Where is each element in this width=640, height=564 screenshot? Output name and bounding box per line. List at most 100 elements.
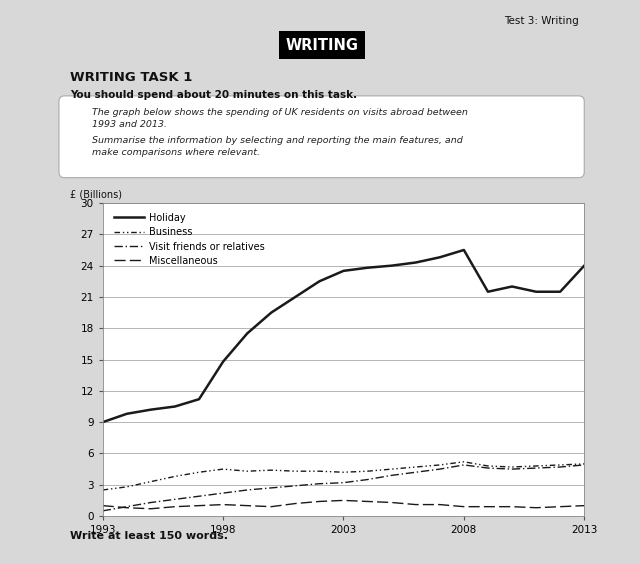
Business <box>340 469 348 475</box>
Holiday <box>171 403 179 410</box>
Business <box>364 468 371 474</box>
Business <box>532 462 540 469</box>
Holiday <box>532 288 540 295</box>
Holiday <box>243 330 251 337</box>
Visit friends or relatives <box>484 465 492 472</box>
Text: make comparisons where relevant.: make comparisons where relevant. <box>92 148 260 157</box>
Visit friends or relatives <box>580 461 588 468</box>
Holiday <box>436 254 444 261</box>
Business <box>243 468 251 474</box>
Holiday <box>388 262 396 269</box>
Miscellaneous <box>220 501 227 508</box>
Miscellaneous <box>460 503 468 510</box>
Business <box>316 468 323 474</box>
Miscellaneous <box>508 503 516 510</box>
Holiday <box>220 358 227 365</box>
Visit friends or relatives <box>99 508 107 514</box>
Visit friends or relatives <box>243 487 251 494</box>
Visit friends or relatives <box>436 466 444 473</box>
Holiday <box>268 309 275 316</box>
Text: WRITING: WRITING <box>285 38 358 52</box>
Holiday <box>195 396 203 403</box>
Business <box>268 467 275 474</box>
Visit friends or relatives <box>532 465 540 472</box>
Miscellaneous <box>243 502 251 509</box>
Business <box>436 461 444 468</box>
Miscellaneous <box>340 497 348 504</box>
Business <box>556 461 564 468</box>
Miscellaneous <box>532 504 540 511</box>
Text: Write at least 150 words.: Write at least 150 words. <box>70 531 228 541</box>
Line: Visit friends or relatives: Visit friends or relatives <box>103 465 584 511</box>
Miscellaneous <box>147 505 155 512</box>
Text: Test 3: Writing: Test 3: Writing <box>504 16 579 26</box>
Visit friends or relatives <box>268 484 275 491</box>
Visit friends or relatives <box>220 490 227 496</box>
Visit friends or relatives <box>123 503 131 510</box>
Holiday <box>580 262 588 269</box>
Visit friends or relatives <box>147 499 155 506</box>
Text: £ (Billions): £ (Billions) <box>70 190 122 200</box>
Visit friends or relatives <box>364 476 371 483</box>
Visit friends or relatives <box>508 466 516 473</box>
Business <box>484 462 492 469</box>
Visit friends or relatives <box>388 472 396 479</box>
Line: Holiday: Holiday <box>103 250 584 422</box>
Miscellaneous <box>412 501 420 508</box>
Business <box>171 473 179 480</box>
Business <box>291 468 299 474</box>
FancyBboxPatch shape <box>59 96 584 178</box>
Text: 1993 and 2013.: 1993 and 2013. <box>92 120 166 129</box>
Business <box>580 460 588 467</box>
Business <box>147 478 155 485</box>
Miscellaneous <box>556 503 564 510</box>
Miscellaneous <box>484 503 492 510</box>
Text: The graph below shows the spending of UK residents on visits abroad between: The graph below shows the spending of UK… <box>92 108 468 117</box>
Miscellaneous <box>195 502 203 509</box>
Visit friends or relatives <box>171 496 179 503</box>
Legend: Holiday, Business, Visit friends or relatives, Miscellaneous: Holiday, Business, Visit friends or rela… <box>113 211 267 268</box>
Miscellaneous <box>99 502 107 509</box>
Miscellaneous <box>268 503 275 510</box>
Miscellaneous <box>171 503 179 510</box>
Visit friends or relatives <box>340 479 348 486</box>
Visit friends or relatives <box>412 469 420 475</box>
Holiday <box>412 259 420 266</box>
Miscellaneous <box>388 499 396 506</box>
Holiday <box>99 418 107 425</box>
Text: Summarise the information by selecting and reporting the main features, and: Summarise the information by selecting a… <box>92 136 463 146</box>
Holiday <box>508 283 516 290</box>
Holiday <box>556 288 564 295</box>
Miscellaneous <box>316 498 323 505</box>
Visit friends or relatives <box>556 464 564 470</box>
Line: Miscellaneous: Miscellaneous <box>103 500 584 509</box>
Miscellaneous <box>364 498 371 505</box>
Business <box>220 466 227 473</box>
Business <box>508 464 516 470</box>
Business <box>388 466 396 473</box>
Holiday <box>364 265 371 271</box>
Holiday <box>123 411 131 417</box>
Business <box>460 459 468 465</box>
Text: WRITING TASK 1: WRITING TASK 1 <box>70 71 192 84</box>
Business <box>99 487 107 494</box>
Text: You should spend about 20 minutes on this task.: You should spend about 20 minutes on thi… <box>70 90 357 100</box>
Business <box>195 469 203 475</box>
Miscellaneous <box>436 501 444 508</box>
Holiday <box>147 406 155 413</box>
Visit friends or relatives <box>291 482 299 489</box>
Miscellaneous <box>580 502 588 509</box>
Holiday <box>340 267 348 274</box>
Miscellaneous <box>291 500 299 507</box>
Holiday <box>316 278 323 285</box>
Holiday <box>291 294 299 301</box>
Visit friends or relatives <box>316 481 323 487</box>
Holiday <box>460 246 468 253</box>
Visit friends or relatives <box>460 461 468 468</box>
Visit friends or relatives <box>195 493 203 500</box>
Business <box>123 483 131 490</box>
Business <box>412 464 420 470</box>
Line: Business: Business <box>103 462 584 490</box>
Miscellaneous <box>123 504 131 511</box>
Holiday <box>484 288 492 295</box>
